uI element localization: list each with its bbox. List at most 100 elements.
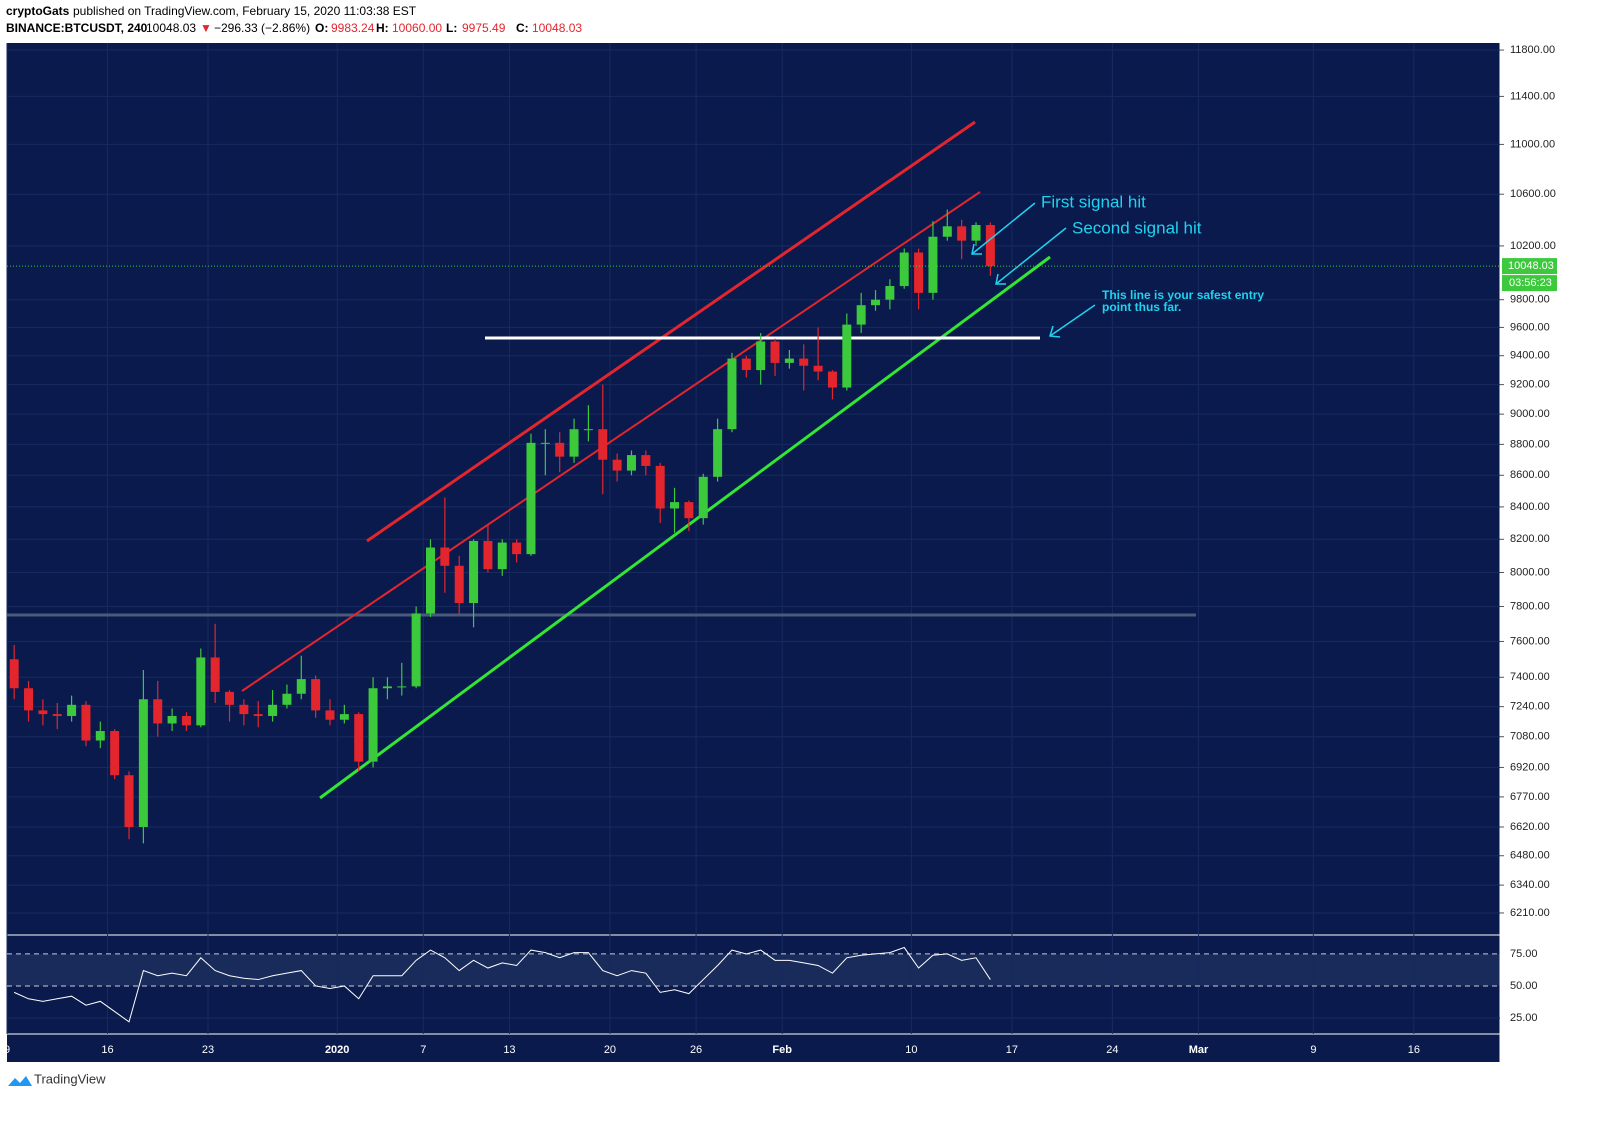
candle-body (397, 686, 407, 688)
y-tick-label: 9000.00 (1510, 408, 1550, 420)
logo: TradingView (8, 1071, 106, 1086)
candle-body (469, 540, 479, 604)
x-tick-label: 16 (1408, 1044, 1420, 1056)
candle-body (914, 252, 924, 293)
annotation: Second signal hit (1072, 218, 1202, 237)
header: cryptoGats published on TradingView.com,… (6, 4, 582, 35)
arrow-head (1049, 325, 1061, 338)
published: published on TradingView.com, February 1… (73, 4, 417, 18)
candle-body (239, 704, 249, 715)
ohlc-label: L: (446, 21, 457, 35)
y-tick-label: 7240.00 (1510, 701, 1550, 713)
candle-body (95, 731, 105, 741)
candle-body (497, 542, 507, 570)
upper-channel-line (366, 120, 976, 543)
ohlc: O: 9983.24 H: 10060.00 L: 9975.49 C: 10048.03 (315, 21, 582, 35)
candle-body (713, 429, 723, 477)
rsi-tick-label: 50.00 (1510, 980, 1538, 992)
candle-body (871, 299, 881, 306)
drawings (7, 120, 1196, 800)
candle-body (928, 236, 938, 293)
candle-body (942, 226, 952, 237)
candle-body (167, 715, 177, 724)
candle-body (598, 429, 608, 460)
candle-body (741, 358, 751, 371)
symbol: BINANCE:BTCUSDT, 240 (6, 21, 148, 35)
candle-body (110, 731, 120, 776)
candle-body (382, 686, 392, 689)
candle-body (684, 502, 694, 519)
candle-body (225, 691, 235, 705)
arrow-head (995, 273, 1006, 285)
candle-body (813, 365, 823, 372)
y-tick-label: 9800.00 (1510, 294, 1550, 306)
candle-body (81, 704, 91, 741)
candle-body (641, 455, 651, 466)
candle-body (296, 679, 306, 694)
candle-body (440, 547, 450, 566)
ohlc-value: 9983.24 (331, 21, 375, 35)
logo-icon (8, 1076, 32, 1086)
candle-body (756, 341, 766, 371)
candle-body (985, 224, 995, 267)
x-tick-label: 9 (1310, 1044, 1316, 1056)
y-tick-label: 6920.00 (1510, 761, 1550, 773)
y-tick-label: 8400.00 (1510, 501, 1550, 513)
candle-body (196, 657, 206, 726)
annotation: First signal hit (1041, 192, 1146, 211)
y-tick-label: 8200.00 (1510, 533, 1550, 545)
x-tick-label: 9 (4, 1044, 10, 1056)
candle-body (282, 693, 292, 705)
candle-body (210, 657, 220, 692)
y-tick-label: 6210.00 (1510, 907, 1550, 919)
rsi-tick-label: 75.00 (1510, 948, 1538, 960)
plot-background (7, 43, 1500, 1062)
candle-body (67, 704, 77, 716)
arrow (1049, 304, 1096, 337)
x-tick-label: Feb (772, 1044, 792, 1056)
y-tick-label: 6340.00 (1510, 879, 1550, 891)
candle-body (268, 704, 278, 716)
y-tick-label: 7600.00 (1510, 635, 1550, 647)
x-tick-label: 26 (690, 1044, 702, 1056)
ohlc-value: 9975.49 (462, 21, 506, 35)
y-tick-label: 6480.00 (1510, 850, 1550, 862)
support-line (319, 255, 1051, 800)
candle-body (253, 714, 263, 716)
y-tick-label: 10200.00 (1510, 240, 1556, 252)
candle-body (770, 341, 780, 363)
candle-body (540, 442, 550, 444)
x-tick-label: 10 (905, 1044, 917, 1056)
last-price-label: 10048.03 (1508, 260, 1554, 272)
y-tick-label: 10600.00 (1510, 188, 1556, 200)
candle-body (153, 699, 163, 724)
ohlc-label: H: (376, 21, 389, 35)
x-tick-label: Mar (1189, 1044, 1209, 1056)
countdown-box (1502, 275, 1557, 292)
candle-body (827, 371, 837, 388)
rsi-line (13, 946, 991, 1023)
candle-body (655, 465, 665, 509)
y-tick-label: 7080.00 (1510, 731, 1550, 743)
candle-body (555, 442, 565, 457)
y-tick-label: 9400.00 (1510, 350, 1550, 362)
candle-body (583, 429, 593, 431)
ohlc-label: C: (516, 21, 529, 35)
y-tick-label: 8800.00 (1510, 438, 1550, 450)
last-price: 10048.03 (146, 21, 196, 35)
y-tick-label: 11800.00 (1510, 44, 1555, 56)
y-tick-label: 9200.00 (1510, 379, 1550, 391)
grid (6, 43, 1500, 1034)
candle-body (799, 358, 809, 366)
annotation: This line is your safest entry point thu… (1102, 288, 1265, 314)
candle-body (354, 714, 364, 762)
candle-body (569, 429, 579, 457)
y-tick-label: 6770.00 (1510, 791, 1550, 803)
candle-body (670, 502, 680, 509)
countdown-label: 03:56:23 (1509, 277, 1552, 289)
candle-body (9, 659, 19, 689)
x-tick-label: 7 (420, 1044, 426, 1056)
y-tick-label: 11000.00 (1510, 138, 1555, 150)
y-tick-label: 8600.00 (1510, 469, 1550, 481)
